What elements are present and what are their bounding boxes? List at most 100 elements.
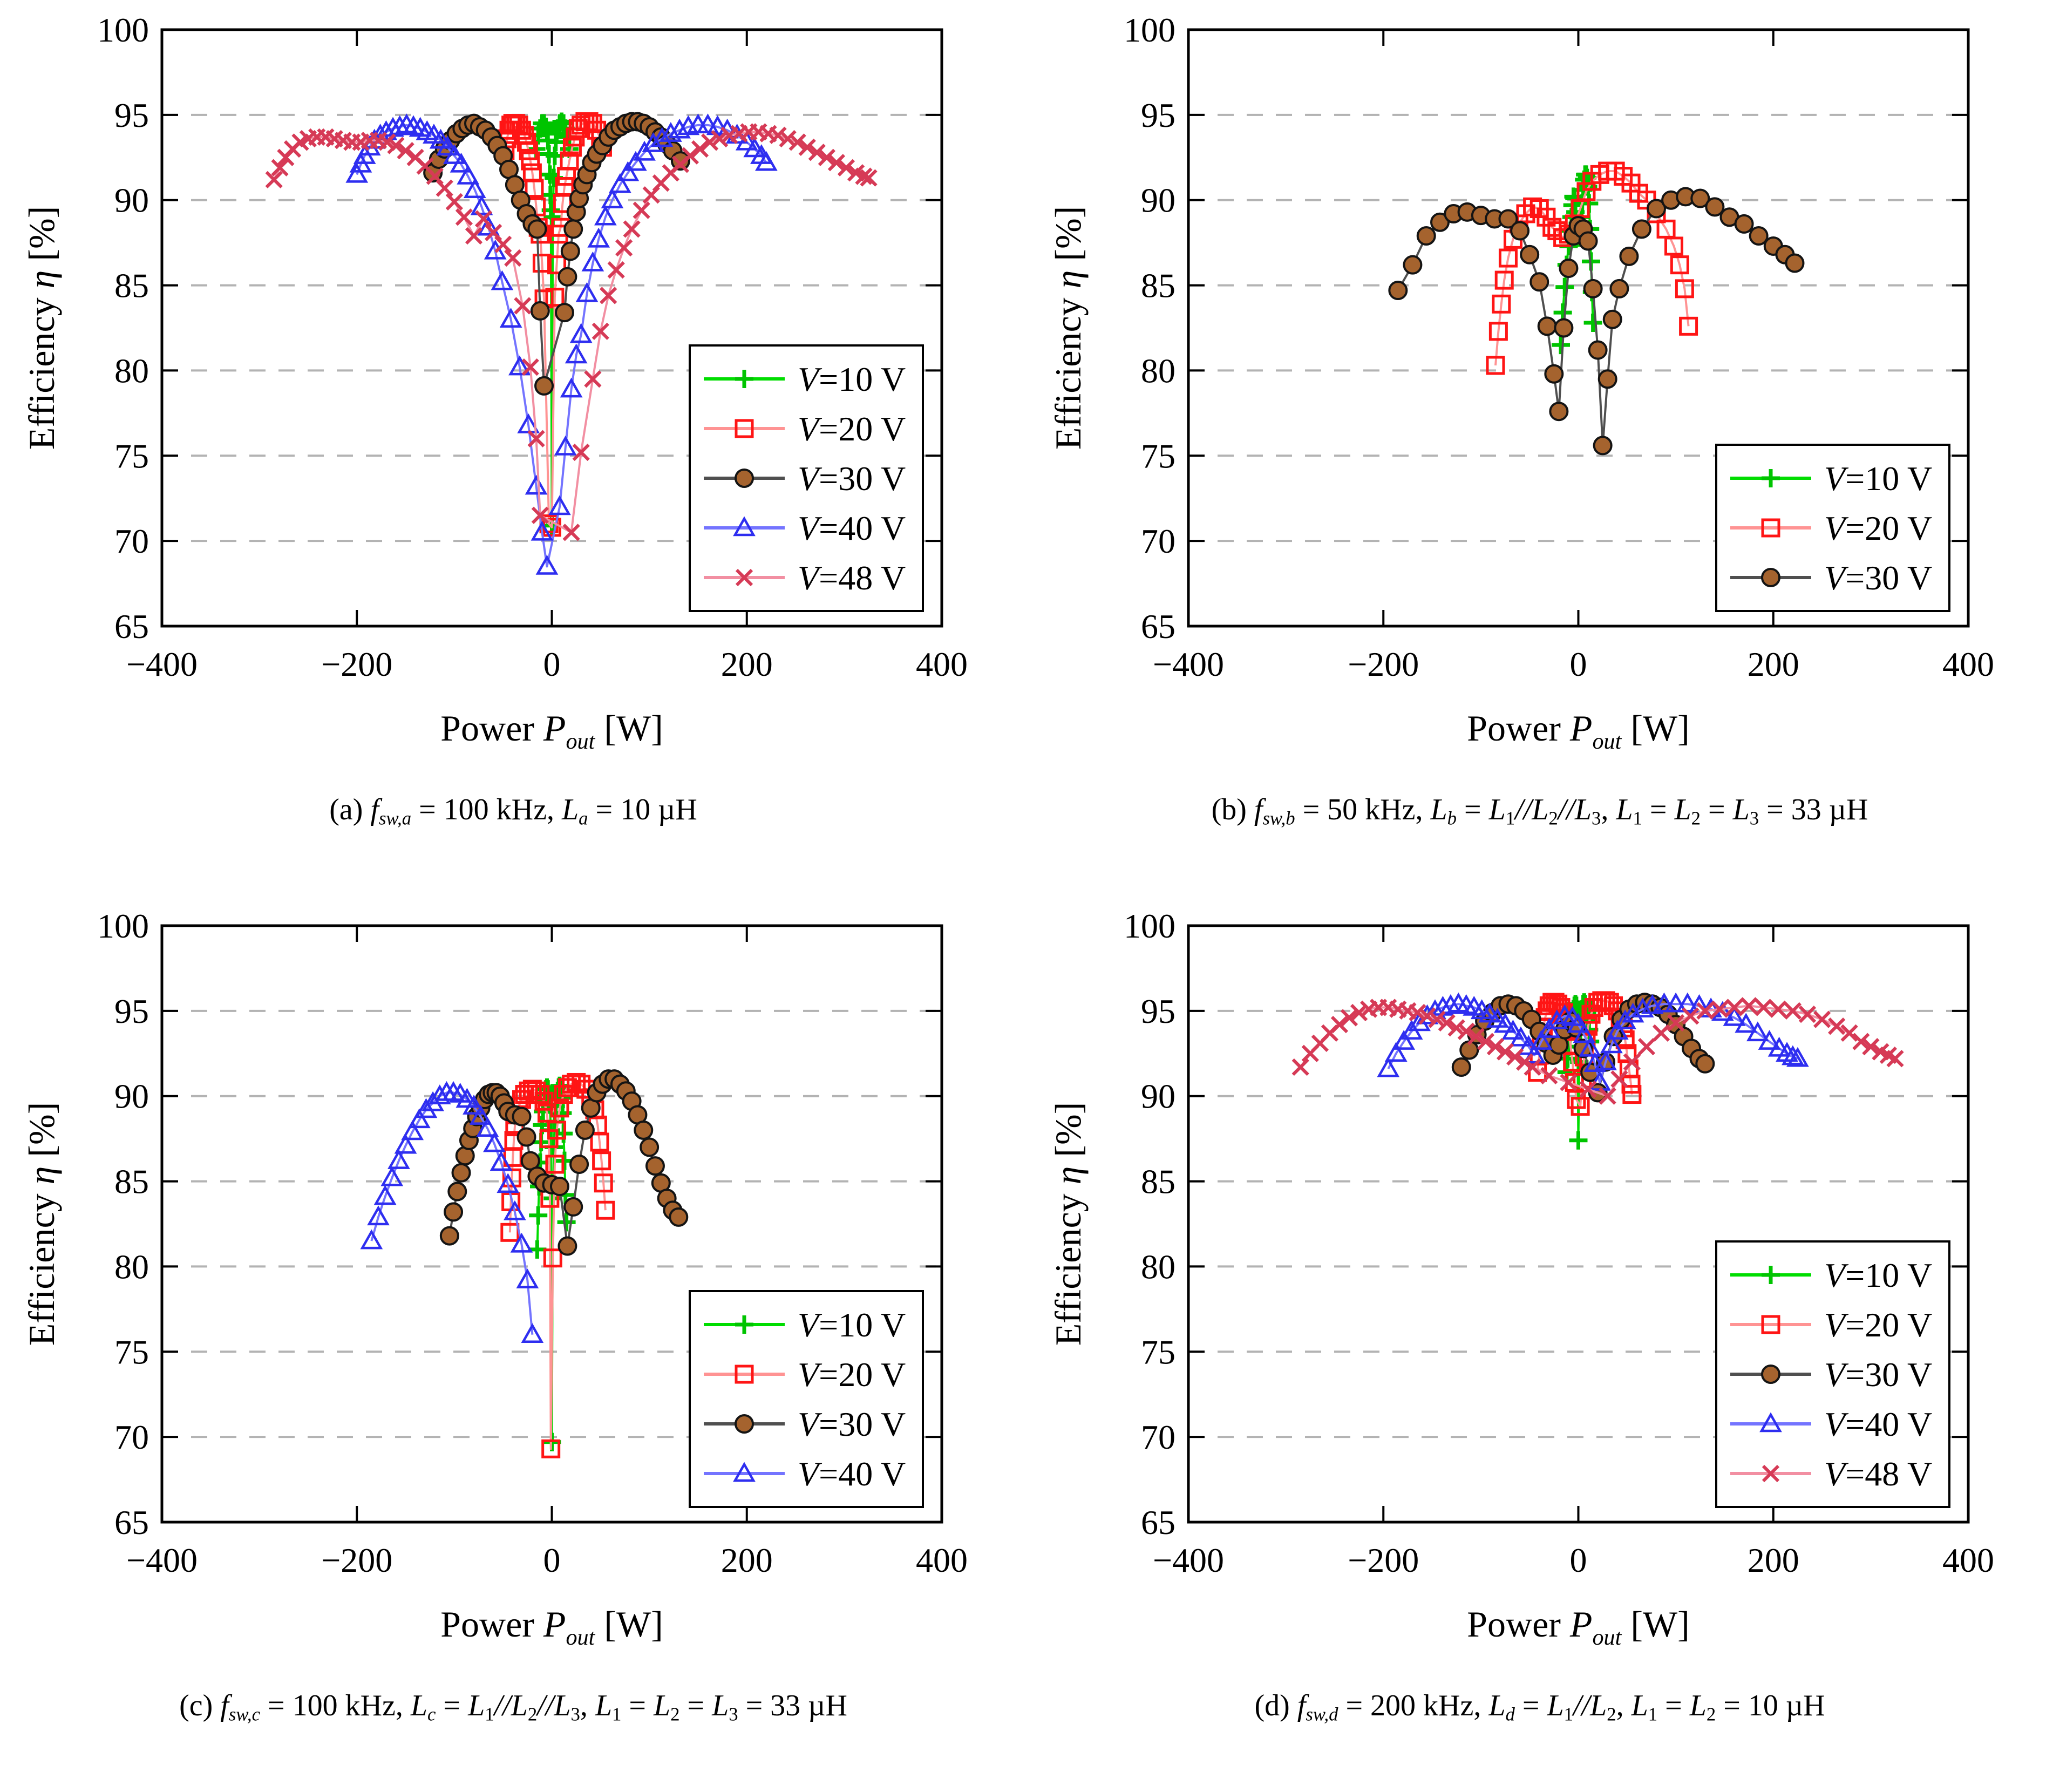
triangle-marker [525,474,548,495]
x-marker [474,210,493,228]
circle-marker [451,1163,471,1183]
x-tick-label: 0 [543,645,561,683]
legend: V=10 V V=20 V V=30 V V=40 V V=48 V [1715,1240,1950,1508]
y-tick-label: 95 [1141,992,1175,1030]
triangle-marker [1653,992,1676,1013]
square-marker [541,1439,561,1458]
y-tick-label: 65 [1141,607,1175,646]
triangle-marker [1723,1006,1746,1026]
circle-marker [534,376,554,396]
plus-marker [535,114,554,133]
square-marker [547,1121,567,1140]
x-marker [769,126,787,144]
x-marker [1447,1019,1465,1037]
legend-item-v-10-v: V=10 V [704,1306,906,1344]
plus-marker [1569,1131,1588,1150]
y-tick-label: 100 [1124,11,1175,49]
triangle-marker [565,343,588,364]
x-marker [494,235,512,253]
triangle-marker [650,127,674,147]
triangle-marker [1384,1042,1408,1062]
triangle-marker [560,377,583,398]
legend-label: V=40 V [1824,1405,1932,1443]
square-marker [1571,1097,1590,1116]
y-tick-label: 90 [114,1077,149,1116]
triangle-marker [422,1091,444,1111]
circle-marker [575,1120,595,1140]
circle-marker [1597,369,1617,389]
x-tick-label: −400 [1153,1541,1224,1579]
triangle-marker [1501,1020,1525,1040]
x-marker [1340,1009,1358,1027]
y-tick-label: 70 [1141,1418,1175,1456]
y-tick-label: 90 [114,181,149,220]
y-tick-label: 100 [97,907,149,945]
plus-marker [1762,469,1780,487]
triangle-marker [1567,1013,1590,1033]
y-tick-label: 75 [1141,437,1175,475]
y-tick-label: 80 [1141,1247,1175,1286]
triangle-marker [510,1232,533,1253]
x-tick-label: −400 [126,1541,198,1579]
x-tick-label: 200 [1748,645,1799,683]
triangle-marker [476,1117,499,1137]
x-marker [504,249,522,267]
legend-label: V=30 V [798,1405,906,1443]
circle-marker [669,1207,689,1227]
x-marker [1755,999,1772,1016]
subplot-b: −400 −200 0 200 400 65 70 75 80 85 90 95 100 Power Po… [1026,0,2053,896]
circle-marker [558,1236,577,1256]
triangle-marker [1621,1002,1644,1023]
legend-item-v-10-v: V=10 V [704,360,906,398]
square-marker [1486,356,1505,375]
x-marker [1477,1033,1495,1050]
x-marker [633,201,650,219]
series-group [1291,991,1904,1150]
subplot-d: −400 −200 0 200 400 65 70 75 80 85 90 95 100 Power Po… [1026,896,2053,1792]
legend: V=10 V V=20 V V=30 V [1715,444,1950,612]
x-tick-label: 400 [1942,645,1994,683]
legend-label: V=40 V [798,1455,906,1493]
x-tick-label: 0 [1570,645,1587,683]
triangle-marker [401,1120,424,1141]
x-marker [527,430,545,447]
x-marker [681,147,699,165]
legend-label: V=30 V [1824,1355,1932,1394]
square-marker [1576,182,1596,201]
x-tick-label: −400 [1153,645,1224,683]
square-marker [512,120,532,140]
legend-item-v-10-v: V=10 V [1730,459,1932,498]
triangle-marker [463,1095,485,1115]
circle-marker [1695,1054,1715,1074]
triangle-marker [469,1105,492,1125]
legend-label: V=10 V [1824,1256,1932,1294]
y-axis-label: Efficiency η [%] [21,1102,62,1346]
triangle-marker [581,251,604,271]
chart-d: −400 −200 0 200 400 65 70 75 80 85 90 95 100 Power Po… [1048,907,1994,1650]
x-tick-label: 400 [1942,1541,1994,1579]
circle-marker [1403,255,1423,275]
legend-label: V=20 V [1824,509,1932,547]
triangle-marker [1408,1011,1431,1031]
x-marker [798,138,816,156]
triangle-marker [755,151,778,171]
triangle-marker [1786,1047,1809,1067]
x-marker [1579,1080,1597,1098]
circle-marker [1619,246,1639,266]
triangle-marker [616,161,640,181]
circle-marker [569,1155,589,1174]
square-marker [555,177,574,196]
square-marker [1537,207,1556,227]
x-marker [1667,1014,1685,1032]
triangle-marker [1486,1008,1509,1028]
caption-c: (c) fsw,c = 100 kHz, Lc = L1//L2//L3, L1… [179,1689,847,1725]
triangle-marker [733,1462,756,1482]
square-marker [1563,1053,1582,1072]
x-marker [1798,1006,1817,1023]
series-group [265,112,878,575]
circle-marker [1529,272,1549,292]
circle-marker [560,241,580,261]
x-marker [1886,1050,1904,1068]
series-group [1388,161,1805,456]
y-tick-label: 65 [1141,1503,1175,1542]
